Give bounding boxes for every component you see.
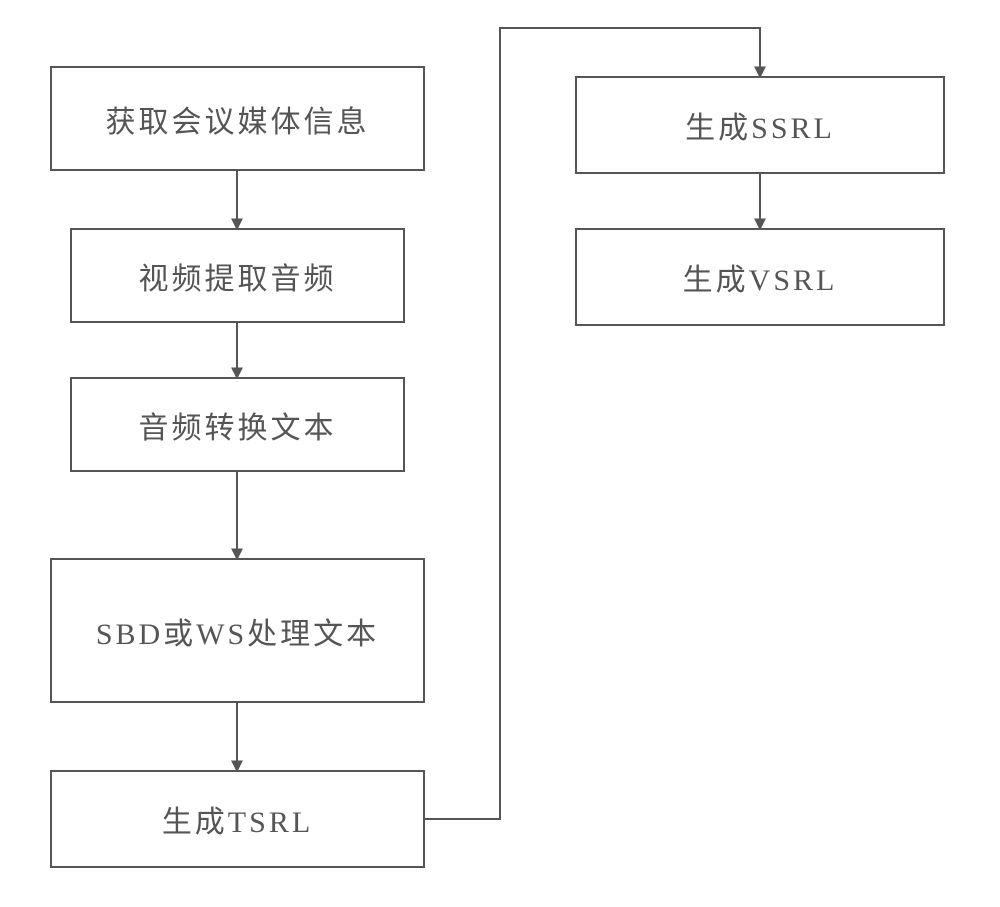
flowchart-node-n5: 生成TSRL [50,770,425,868]
flowchart-node-n3: 音频转换文本 [70,377,405,472]
flowchart-node-n4: SBD或WS处理文本 [50,558,425,703]
flowchart-node-label: 视频提取音频 [139,254,337,298]
flowchart-canvas: 获取会议媒体信息视频提取音频音频转换文本 SBD或WS处理文本生成TSRL 生成SS… [0,0,1000,907]
flowchart-node-label: 音频转换文本 [139,403,337,447]
flowchart-node-n2: 视频提取音频 [70,228,405,323]
flowchart-node-label: 生成VSRL [683,255,838,299]
flowchart-node-label: SBD或WS处理文本 [96,609,379,653]
flowchart-node-label: 生成TSRL [162,797,313,841]
flowchart-node-n6: 生成SSRL [575,76,945,174]
flowchart-node-n1: 获取会议媒体信息 [50,66,425,171]
flowchart-node-label: 获取会议媒体信息 [106,97,370,141]
flowchart-node-label: 生成SSRL [685,103,835,147]
flowchart-node-n7: 生成VSRL [575,228,945,326]
